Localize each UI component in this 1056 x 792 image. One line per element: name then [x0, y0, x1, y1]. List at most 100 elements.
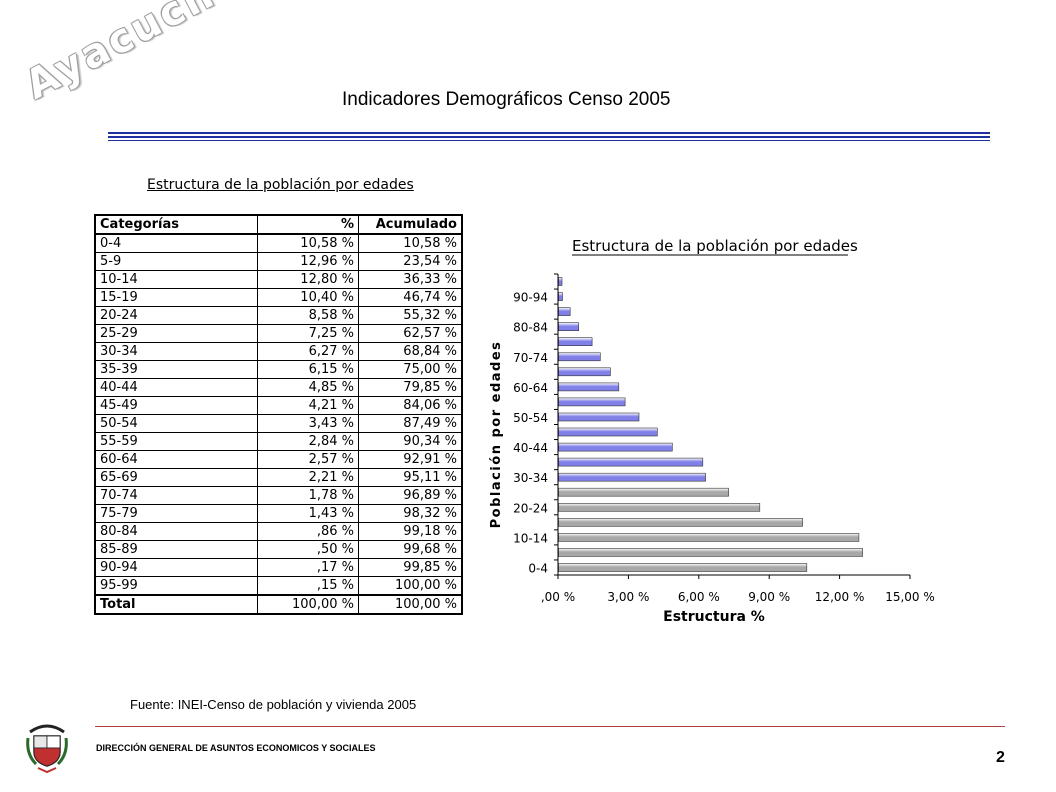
table-cell: 92,91 % [358, 450, 463, 469]
y-tick-label: 30-34 [513, 471, 548, 485]
table-cell: 23,54 % [358, 252, 463, 271]
table-row: 15-19 10,40 % 46,74 % [94, 288, 463, 307]
table-cell: ,17 % [257, 558, 359, 577]
table-cell: 75-79 [94, 504, 258, 523]
table-row: 70-74 1,78 % 96,89 % [94, 486, 463, 505]
table-cell: 2,21 % [257, 468, 359, 487]
bar-65-69 [558, 367, 611, 377]
table-row: 40-44 4,85 % 79,85 % [94, 378, 463, 397]
bar-55-59 [558, 397, 626, 407]
table-cell: 20-24 [94, 306, 258, 325]
title-divider [108, 132, 990, 134]
table-row: 75-79 1,43 % 98,32 % [94, 504, 463, 523]
table-cell: 65-69 [94, 468, 258, 487]
y-tick-label: 0-4 [528, 561, 548, 575]
y-tick-label: 90-94 [513, 291, 548, 305]
table-row: 80-84,86 % 99,18 % [94, 522, 463, 541]
table-cell: 40-44 [94, 378, 258, 397]
bar-90-94 [558, 292, 563, 301]
table-cell: 1,78 % [257, 486, 359, 505]
table-cell: 0-4 [94, 233, 258, 253]
bar-70-74 [558, 352, 601, 362]
table-cell: 90,34 % [358, 432, 463, 451]
x-tick-label: 6,00 % [678, 590, 720, 604]
table-cell: 15-19 [94, 288, 258, 307]
population-bar-chart: Estructura de la población por edades 0-4… [489, 237, 935, 625]
table-row: 25-29 7,25 % 62,57 % [94, 324, 463, 343]
table-cell: 12,96 % [257, 252, 359, 271]
table-cell: 5-9 [94, 252, 258, 271]
bar-95-99 [558, 277, 563, 286]
bar-40-44 [558, 442, 673, 452]
coat-of-arms-icon [26, 724, 68, 774]
table-cell: 30-34 [94, 342, 258, 361]
table-cell: 85-89 [94, 540, 258, 559]
y-tick-label: 50-54 [513, 411, 548, 425]
table-cell: 96,89 % [358, 486, 463, 505]
page-title: Indicadores Demográficos Censo 2005 [342, 89, 671, 110]
table-cell: 79,85 % [358, 378, 463, 397]
table-row: 0-4 10,58 % 10,58 % [94, 233, 463, 253]
table-cell: 90-94 [94, 558, 258, 577]
table-cell: 6,15 % [257, 360, 359, 379]
table-cell: 60-64 [94, 450, 258, 469]
table-row: 55-59 2,84 % 90,34 % [94, 432, 463, 451]
y-tick-label: 70-74 [513, 351, 548, 365]
bar-0-4 [558, 563, 808, 572]
table-cell: 8,58 % [257, 306, 359, 325]
bar-20-24 [558, 502, 761, 512]
y-tick-label: 80-84 [513, 321, 548, 335]
table-cell: 2,57 % [257, 450, 359, 469]
table-cell: 62,57 % [358, 324, 463, 343]
table-cell: 100,00 % [257, 594, 359, 615]
table-cell: 3,43 % [257, 414, 359, 433]
table-row: 10-14 12,80 % 36,33 % [94, 270, 463, 289]
table-row: 65-69 2,21 % 95,11 % [94, 468, 463, 487]
table-row: 90-94,17 % 99,85 % [94, 558, 463, 577]
bar-35-39 [558, 457, 704, 467]
table-cell: 55,32 % [358, 306, 463, 325]
x-tick-label: ,00 % [541, 590, 575, 604]
table-cell: 55-59 [94, 432, 258, 451]
table-cell: 45-49 [94, 396, 258, 415]
table-cell: ,50 % [257, 540, 359, 559]
bar-60-64 [558, 382, 620, 392]
table-cell: 100,00 % [358, 594, 463, 615]
table-row: 95-99,15 % 100,00 % [94, 576, 463, 596]
table-cell: 25-29 [94, 324, 258, 343]
table-cell: 99,68 % [358, 540, 463, 559]
table-row: 45-49 4,21 % 84,06 % [94, 396, 463, 415]
organization-name: DIRECCIÓN GENERAL DE ASUNTOS ECONOMICOS … [96, 743, 376, 753]
bar-25-29 [558, 487, 729, 497]
table-cell: 4,21 % [257, 396, 359, 415]
table-cell: 36,33 % [358, 270, 463, 289]
watermark: Ayacucho [18, 0, 251, 109]
table-cell: 12,80 % [257, 270, 359, 289]
table-total-row: Total 100,00 % 100,00 % [94, 594, 463, 615]
table-cell: 2,84 % [257, 432, 359, 451]
column-header: % [257, 214, 359, 235]
table-cell: 99,18 % [358, 522, 463, 541]
table-cell: 84,06 % [358, 396, 463, 415]
table-cell: 98,32 % [358, 504, 463, 523]
table-cell: 10,58 % [358, 233, 463, 253]
title-divider [108, 136, 990, 138]
table-cell: 10,40 % [257, 288, 359, 307]
bar-80-84 [558, 322, 580, 331]
bar-45-49 [558, 427, 658, 437]
y-tick-label: 60-64 [513, 381, 548, 395]
bar-85-89 [558, 307, 571, 316]
table-cell: 100,00 % [358, 576, 463, 596]
table-cell: 10,58 % [257, 233, 359, 253]
page-number: 2 [996, 749, 1005, 766]
table-cell: 80-84 [94, 522, 258, 541]
y-tick-label: 10-14 [513, 531, 548, 545]
bar-50-54 [558, 412, 640, 422]
source-note: Fuente: INEI-Censo de población y vivien… [130, 697, 417, 712]
bar-10-14 [558, 533, 860, 542]
table-cell: 6,27 % [257, 342, 359, 361]
x-tick-label: 3,00 % [607, 590, 649, 604]
table-cell: 87,49 % [358, 414, 463, 433]
table-cell: 68,84 % [358, 342, 463, 361]
footer-divider [95, 726, 1005, 727]
